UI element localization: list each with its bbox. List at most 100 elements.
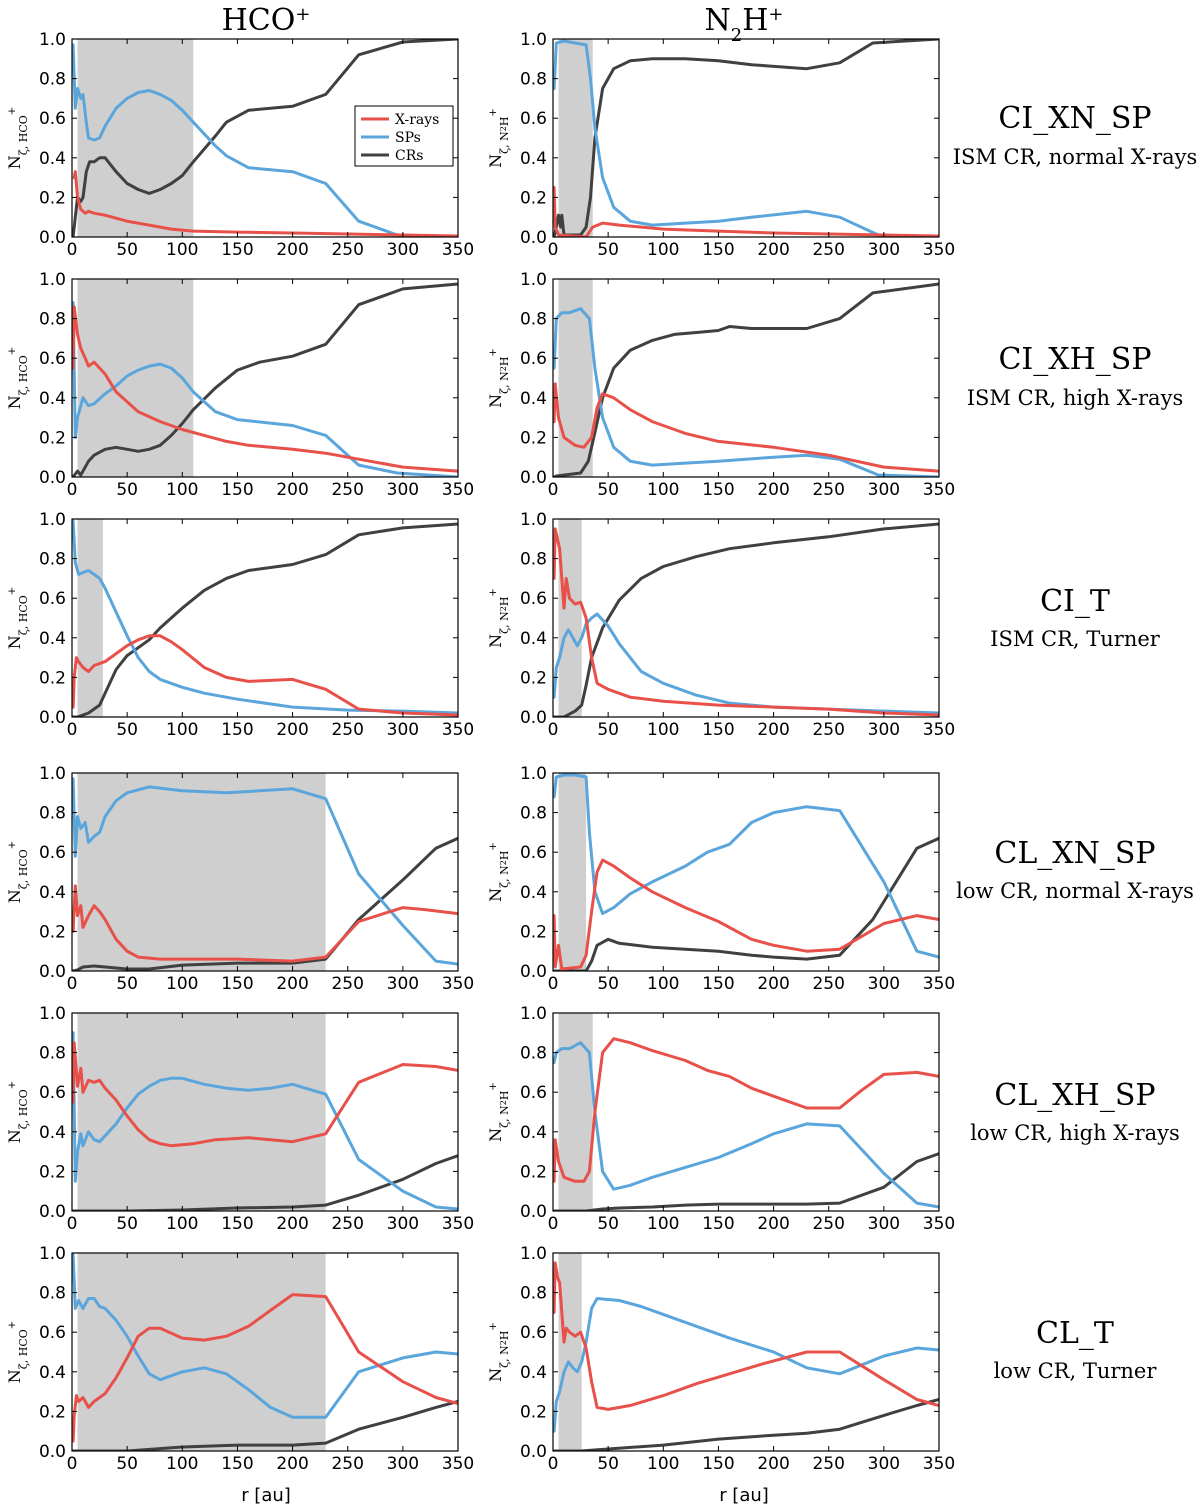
crs-line <box>72 1400 458 1451</box>
row-title: CI_XN_SP <box>998 101 1151 136</box>
panel: 0 50 100 150 200 250 300 350 0.0 0.2 0.4 0.6 0.8 1.0 N… <box>5 1244 474 1474</box>
crs-line <box>553 39 939 237</box>
y-tick-label: 0.8 <box>39 310 66 330</box>
crs-line <box>72 522 458 717</box>
x-tick-label: 200 <box>276 1454 308 1474</box>
plot-frame <box>71 278 459 478</box>
y-tick-label: 0.0 <box>520 708 547 728</box>
x-tick-label: 0 <box>548 1214 559 1234</box>
x-tick-label: 100 <box>647 720 679 740</box>
y-tick-label: 0.2 <box>39 188 66 208</box>
x-tick-label: 350 <box>923 1454 955 1474</box>
y-tick-label: 0.0 <box>39 468 66 488</box>
crs-line <box>553 522 939 717</box>
sps-line <box>553 1041 939 1209</box>
y-axis-label: Nζ, HCO+ <box>5 347 30 409</box>
y-tick-label: 0.0 <box>39 228 66 248</box>
xrays-line <box>72 884 458 963</box>
x-tick-label: 350 <box>442 720 474 740</box>
sps-line <box>72 301 458 477</box>
shaded-region <box>77 279 194 477</box>
panels: 0 50 100 150 200 250 300 350 0.0 0.2 0.4 0.6 0.8 1.0 N… <box>5 30 955 1474</box>
xrays-line <box>553 186 939 237</box>
y-tick-label: 1.0 <box>39 30 66 50</box>
y-axis-label: Nζ, N2H+ <box>486 588 511 648</box>
x-tick-label: 100 <box>166 720 198 740</box>
legend: X-rays SPs CRs <box>354 105 454 167</box>
y-tick-label: 1.0 <box>520 270 547 290</box>
x-tick-label: 250 <box>331 974 363 994</box>
y-tick-label: 0.8 <box>520 310 547 330</box>
crs-line <box>553 1152 939 1211</box>
panel: 0 50 100 150 200 250 300 350 0.0 0.2 0.4 0.6 0.8 1.0 N… <box>486 1244 955 1474</box>
x-tick-label: 300 <box>387 480 419 500</box>
x-tick-label: 0 <box>548 240 559 260</box>
x-tick-label: 50 <box>597 1214 619 1234</box>
y-axis-label: Nζ, HCO+ <box>5 841 30 903</box>
plot-frame <box>552 38 940 238</box>
y-tick-label: 0.8 <box>520 550 547 570</box>
x-tick-label: 0 <box>548 974 559 994</box>
x-tick-label: 50 <box>597 240 619 260</box>
y-tick-label: 0.2 <box>520 922 547 942</box>
y-tick-label: 0.6 <box>39 1083 66 1103</box>
y-tick-label: 0.6 <box>39 109 66 129</box>
crs-line <box>72 836 458 971</box>
y-tick-label: 0.6 <box>520 1323 547 1343</box>
panel: 0 50 100 150 200 250 300 350 0.0 0.2 0.4 0.6 0.8 1.0 N… <box>5 1004 474 1234</box>
x-axis-label: r [au] <box>241 1485 291 1506</box>
y-tick-label: 0.0 <box>39 962 66 982</box>
sps-line <box>553 1297 939 1433</box>
y-tick-label: 1.0 <box>520 30 547 50</box>
x-tick-label: 100 <box>647 1214 679 1234</box>
y-tick-label: 0.4 <box>520 149 547 169</box>
y-axis-label: Nζ, HCO+ <box>5 587 30 649</box>
y-tick-label: 1.0 <box>520 1244 547 1264</box>
x-tick-label: 200 <box>276 974 308 994</box>
x-tick-label: 350 <box>923 480 955 500</box>
plot-frame <box>552 772 940 972</box>
sps-line <box>553 773 939 959</box>
x-tick-label: 150 <box>702 240 734 260</box>
y-tick-label: 1.0 <box>39 270 66 290</box>
y-tick-label: 0.0 <box>520 468 547 488</box>
x-tick-label: 50 <box>116 480 138 500</box>
y-tick-label: 1.0 <box>39 1244 66 1264</box>
row-labels: CI_XN_SP ISM CR, normal X-rays CI_XH_SP … <box>953 101 1198 1383</box>
x-tick-label: 250 <box>812 974 844 994</box>
plot-frame <box>552 1252 940 1452</box>
panel: 0 50 100 150 200 250 300 350 0.0 0.2 0.4 0.6 0.8 1.0 N… <box>486 30 955 260</box>
plot-frame <box>71 38 459 238</box>
row-subtitle: low CR, Turner <box>994 1359 1158 1383</box>
x-tick-label: 100 <box>647 240 679 260</box>
legend-label-sps: SPs <box>395 130 421 146</box>
sps-line <box>72 1031 458 1211</box>
x-tick-label: 300 <box>387 1454 419 1474</box>
plot-frame <box>552 518 940 718</box>
x-tick-label: 250 <box>331 240 363 260</box>
shaded-region <box>558 39 593 237</box>
x-tick-label: 250 <box>331 1454 363 1474</box>
row-subtitle: ISM CR, Turner <box>990 627 1161 651</box>
y-tick-label: 0.6 <box>520 349 547 369</box>
y-tick-label: 0.4 <box>39 1363 66 1383</box>
y-tick-label: 0.2 <box>39 1402 66 1422</box>
x-tick-label: 200 <box>757 974 789 994</box>
x-tick-label: 50 <box>597 1454 619 1474</box>
legend-label-crs: CRs <box>395 148 423 164</box>
x-tick-label: 100 <box>166 1214 198 1234</box>
y-tick-label: 0.8 <box>39 804 66 824</box>
x-tick-label: 150 <box>221 240 253 260</box>
x-tick-label: 50 <box>116 240 138 260</box>
legend-label-xrays: X-rays <box>395 112 439 128</box>
x-tick-label: 250 <box>812 1214 844 1234</box>
x-tick-label: 200 <box>276 240 308 260</box>
xrays-line <box>553 1261 939 1411</box>
crs-line <box>72 39 458 237</box>
y-axis-label: Nζ, N2H+ <box>486 108 511 168</box>
x-tick-label: 300 <box>387 240 419 260</box>
shaded-region <box>77 773 326 971</box>
y-tick-label: 0.0 <box>39 1202 66 1222</box>
x-tick-label: 50 <box>597 974 619 994</box>
x-tick-label: 50 <box>597 480 619 500</box>
